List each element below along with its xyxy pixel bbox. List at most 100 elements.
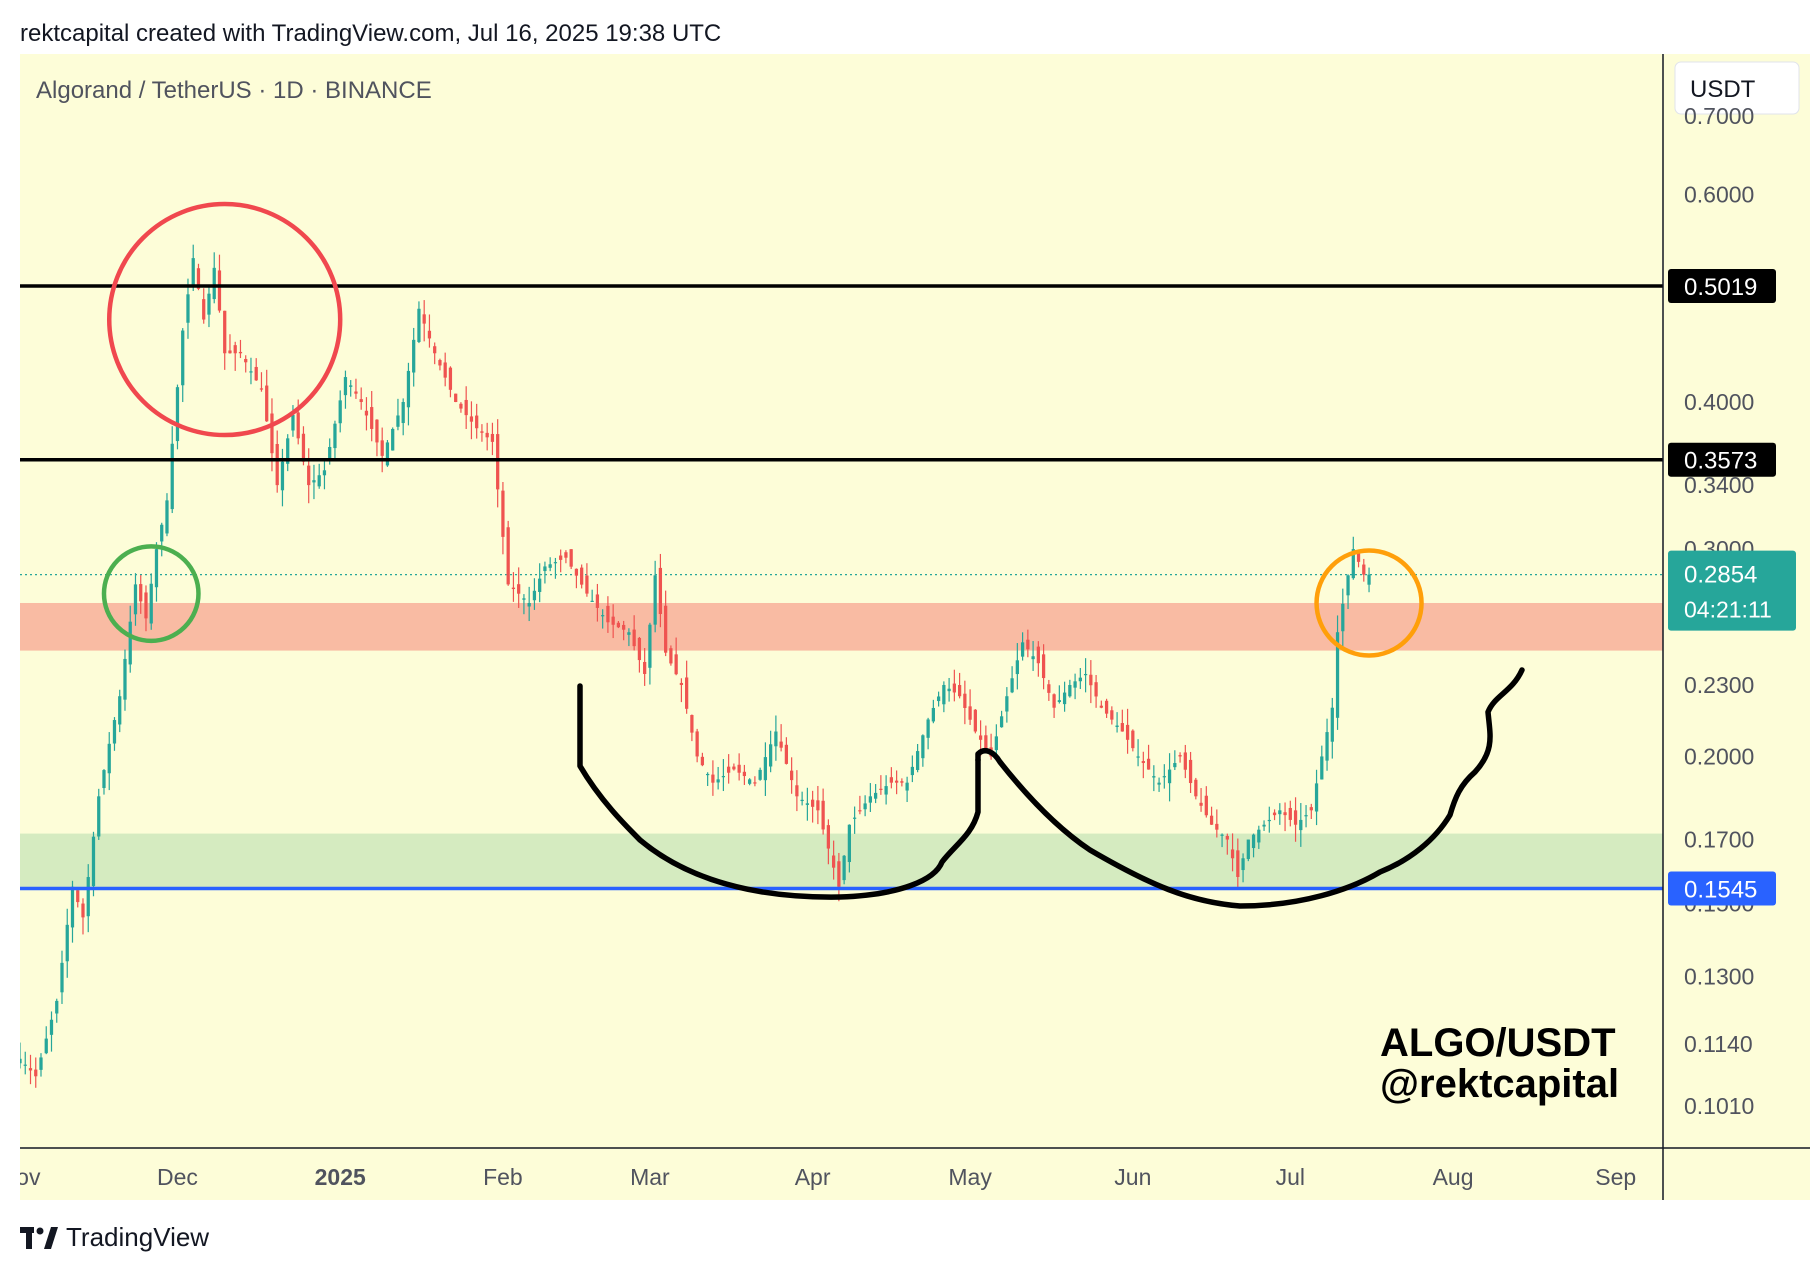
candle-body (55, 1000, 59, 1014)
candle (1293, 797, 1298, 842)
level-price-tag: 0.3573 (1668, 442, 1776, 477)
candle (863, 795, 867, 817)
candle (947, 677, 951, 702)
candle-body (223, 310, 227, 354)
candle (49, 1011, 54, 1052)
candle-body (412, 339, 416, 373)
candle-body (1157, 782, 1161, 785)
candle (553, 557, 558, 579)
candle (65, 908, 69, 978)
candle-body (1057, 700, 1061, 703)
candle-body (1351, 549, 1355, 579)
candle-body (553, 562, 558, 564)
last-price-box (1668, 550, 1796, 631)
candle (784, 737, 789, 765)
candle-body (102, 770, 106, 789)
candle (1299, 803, 1303, 847)
candle-body (359, 399, 363, 403)
candle-body (1236, 850, 1240, 877)
candle-body (1141, 761, 1145, 764)
time-tick-label: Jun (1114, 1164, 1151, 1190)
candle-body (538, 578, 542, 592)
candle-body (695, 731, 699, 757)
candle (160, 522, 164, 557)
candle (401, 398, 405, 436)
candle (779, 724, 783, 752)
candle-body (968, 706, 972, 720)
candle (454, 393, 458, 403)
candle-body (307, 465, 311, 486)
candle-body (49, 1019, 54, 1035)
candle (1351, 536, 1355, 580)
candle-body (1110, 710, 1114, 720)
candle-body (1230, 849, 1235, 859)
candle-body (454, 393, 458, 403)
candle (97, 788, 101, 840)
price-tick-label: 0.4000 (1684, 389, 1754, 415)
candle (763, 742, 768, 796)
candle (1078, 668, 1082, 690)
candle-body (249, 371, 253, 373)
candle-body (811, 799, 815, 807)
candle-body (784, 744, 789, 764)
candle-body (417, 308, 421, 342)
candle-body (380, 440, 384, 456)
candle (664, 590, 668, 657)
candle (212, 252, 216, 304)
time-tick-label: May (948, 1164, 992, 1190)
candle (1304, 805, 1308, 828)
candle-body (873, 792, 878, 799)
candle (637, 636, 642, 673)
candle-body (1026, 639, 1030, 650)
candle-body (1073, 681, 1077, 688)
candle-body (564, 552, 568, 558)
candle (1020, 632, 1025, 661)
candle-body (978, 735, 983, 740)
candle-body (1209, 815, 1214, 825)
candle (936, 691, 941, 707)
candle-body (333, 423, 337, 449)
candle-body (1099, 705, 1103, 708)
candle (70, 880, 75, 943)
candle-body (548, 564, 552, 568)
currency-selector[interactable]: USDT (1674, 61, 1800, 115)
candle (165, 493, 169, 537)
candle-body (1262, 824, 1266, 827)
candle-body (1288, 807, 1292, 820)
candle (354, 378, 358, 399)
candle (443, 352, 447, 387)
candle (1068, 679, 1072, 698)
candle (910, 755, 914, 783)
candle-body (1325, 732, 1329, 761)
price-tick-label: 0.1300 (1684, 964, 1754, 990)
candle-body (401, 402, 405, 424)
candle (1162, 764, 1166, 789)
candle-body (774, 731, 778, 747)
left-cup-drawing (577, 683, 981, 900)
candle-body (133, 584, 138, 615)
candle-body (291, 414, 295, 431)
candle-body (900, 781, 904, 783)
candle (86, 864, 90, 933)
level-tag-box (1668, 871, 1776, 906)
candle (233, 341, 237, 371)
last-price-label: 0.2854 (1684, 562, 1757, 589)
candle-body (1283, 812, 1287, 816)
candle-body (139, 584, 143, 602)
candle-body (1267, 819, 1271, 822)
candle (616, 620, 621, 629)
candle (464, 386, 468, 429)
time-tick-label: Sep (1595, 1164, 1636, 1190)
candle (1346, 574, 1350, 609)
candle (91, 831, 96, 897)
candles (18, 244, 1371, 1088)
candle-body (1362, 564, 1366, 575)
candle (244, 355, 248, 373)
candle (1230, 833, 1235, 872)
candle-body (490, 433, 495, 442)
candle-body (1215, 823, 1219, 830)
candle-body (727, 766, 731, 773)
candle-body (842, 855, 846, 881)
candle-body (212, 267, 216, 300)
